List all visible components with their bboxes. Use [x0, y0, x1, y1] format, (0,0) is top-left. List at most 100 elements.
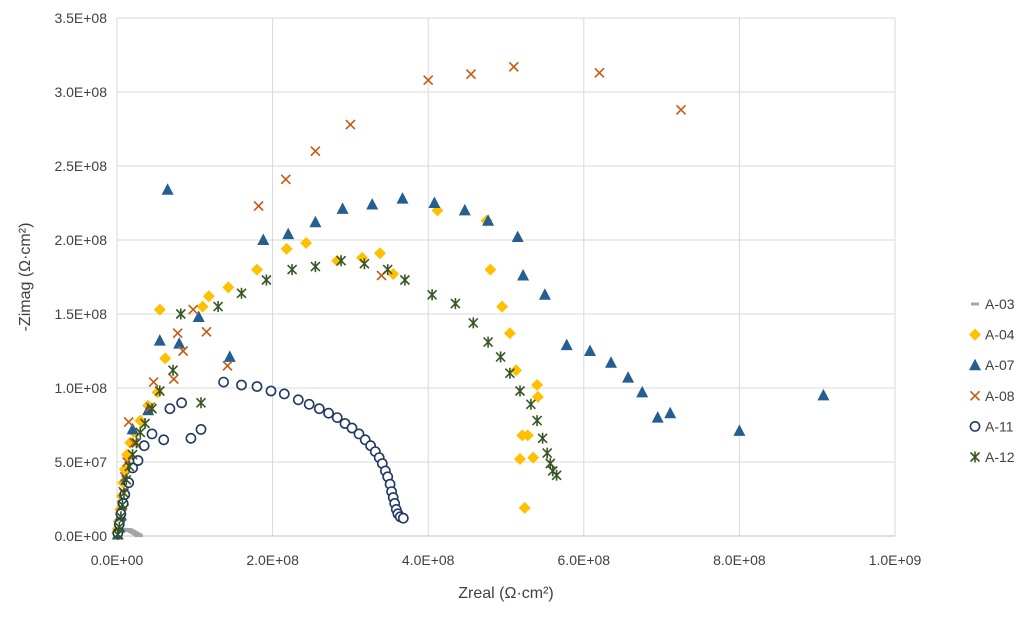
legend-item: A-12 [969, 449, 1015, 465]
x-axis-tick-labels: 0.0E+00 2.0E+08 4.0E+08 6.0E+08 8.0E+08 1.0E+… [91, 552, 922, 568]
data-point [280, 242, 293, 255]
data-point [458, 203, 471, 216]
x-tick-label: 4.0E+08 [402, 552, 455, 568]
data-point [192, 310, 205, 322]
legend-item: A-03 [971, 296, 1015, 312]
data-point [164, 403, 176, 415]
data-point [514, 453, 526, 465]
data-point [399, 274, 410, 286]
data-point [236, 287, 247, 299]
legend-label: A-07 [985, 357, 1015, 373]
x-tick-label: 1.0E+09 [869, 552, 922, 568]
data-point [382, 264, 393, 276]
legend-item: A-04 [969, 327, 1015, 343]
data-point [282, 227, 295, 240]
data-point [188, 304, 199, 315]
data-point [374, 247, 386, 260]
data-point [118, 487, 130, 499]
data-point [138, 440, 150, 452]
data-point [303, 398, 315, 410]
data-point [331, 254, 344, 267]
data-point [504, 367, 515, 379]
series-a-07 [111, 183, 830, 540]
data-point [218, 376, 230, 388]
data-point [280, 174, 291, 185]
data-point [127, 449, 138, 461]
data-point [397, 512, 409, 524]
data-point [265, 385, 277, 397]
x-tick-label: 0.0E+00 [91, 552, 144, 568]
data-point [345, 119, 356, 130]
data-point [185, 432, 197, 444]
data-point [126, 422, 139, 435]
legend-marker [971, 302, 979, 306]
data-point [300, 237, 313, 249]
data-point [396, 192, 409, 204]
data-point [223, 350, 236, 362]
data-point [817, 388, 830, 401]
series-a-04 [111, 204, 544, 539]
data-point [346, 422, 358, 434]
data-point [158, 434, 170, 446]
data-point [178, 345, 189, 357]
data-point [117, 499, 128, 511]
data-point [551, 469, 562, 481]
legend-marker [969, 328, 981, 341]
data-point [527, 451, 540, 464]
data-point [503, 327, 516, 340]
data-point [196, 300, 209, 313]
x-tick-label: 6.0E+08 [558, 552, 611, 568]
data-point [236, 379, 247, 391]
data-point [123, 416, 134, 428]
data-point [622, 371, 635, 383]
y-tick-label: 2.0E+08 [54, 232, 107, 248]
data-point [139, 418, 151, 429]
data-point [310, 146, 321, 157]
legend-marker [969, 420, 981, 432]
data-point [222, 281, 235, 294]
y-axis-title: -Zimag (Ω·cm²) [17, 223, 34, 332]
data-point [542, 447, 553, 459]
data-point [594, 67, 605, 78]
data-point [222, 360, 233, 371]
series-a-11 [112, 376, 409, 539]
data-point [195, 423, 207, 435]
data-point [508, 61, 519, 72]
data-point [336, 202, 349, 214]
data-point [251, 263, 263, 276]
data-point [366, 198, 379, 210]
x-axis-title: Zreal (Ω·cm²) [458, 585, 554, 602]
legend-label: A-03 [985, 296, 1015, 312]
data-point [514, 385, 526, 397]
gridlines [116, 17, 896, 536]
data-point [121, 448, 134, 461]
data-point [161, 183, 174, 195]
legend-label: A-04 [985, 327, 1015, 343]
data-point [172, 328, 183, 339]
legend-item: A-11 [969, 418, 1014, 434]
legend-marker [969, 451, 981, 463]
data-point [538, 288, 551, 300]
y-tick-label: 1.0E+08 [54, 380, 107, 396]
data-point [584, 344, 596, 356]
data-point [427, 289, 438, 301]
data-point [531, 379, 544, 391]
data-point [134, 534, 143, 538]
data-point [257, 233, 270, 245]
data-point [135, 426, 146, 438]
data-point [510, 364, 523, 377]
data-point [121, 474, 132, 486]
legend-marker [969, 358, 981, 371]
data-point [253, 200, 264, 212]
data-point [428, 196, 441, 208]
data-point [482, 214, 495, 226]
data-point [168, 374, 179, 385]
data-point [733, 424, 746, 436]
data-point [675, 104, 687, 115]
data-point [114, 521, 125, 533]
data-point [310, 261, 321, 273]
data-point [287, 264, 298, 276]
data-point [251, 381, 263, 392]
